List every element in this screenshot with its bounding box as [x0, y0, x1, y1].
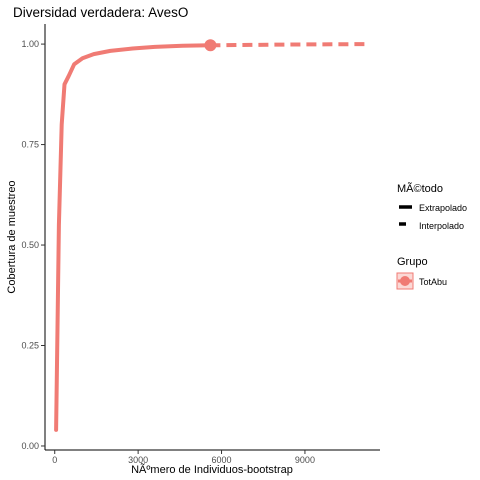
series-line-interpolado [54, 43, 213, 432]
y-tick-label: 0.00 [21, 441, 39, 451]
x-tick-label: 3000 [128, 455, 148, 465]
x-tick-label: 9000 [295, 455, 315, 465]
plot-area: 0 3000 6000 9000 0.00 0.25 0.50 0.75 1.00 [21, 24, 380, 465]
x-tick-label: 0 [52, 455, 57, 465]
legend-method-label: Interpolado [419, 221, 464, 231]
x-tick-label: 6000 [212, 455, 232, 465]
legend-group-key-point [400, 276, 410, 286]
series-line-extrapolado [210, 42, 367, 48]
legend-method: MÃ©todo Extrapolado Interpolado [397, 182, 467, 231]
y-axis-title: Cobertura de muestreo [6, 180, 18, 293]
chart-title: Diversidad verdadera: AvesO [13, 5, 188, 20]
legend-method-label: Extrapolado [419, 203, 467, 213]
legend-method-title: MÃ©todo [397, 182, 443, 195]
legend-group-label: TotAbu [419, 277, 447, 287]
x-axis-title: NÃºmero de Individuos-bootstrap [131, 463, 293, 476]
y-tick-label: 0.50 [21, 240, 39, 250]
legend-group-title: Grupo [397, 256, 428, 268]
y-tick-label: 1.00 [21, 39, 39, 49]
reference-sample-point [204, 39, 217, 52]
legend-group: Grupo TotAbu [396, 256, 447, 290]
y-tick-label: 0.75 [21, 140, 39, 150]
y-tick-label: 0.25 [21, 341, 39, 351]
